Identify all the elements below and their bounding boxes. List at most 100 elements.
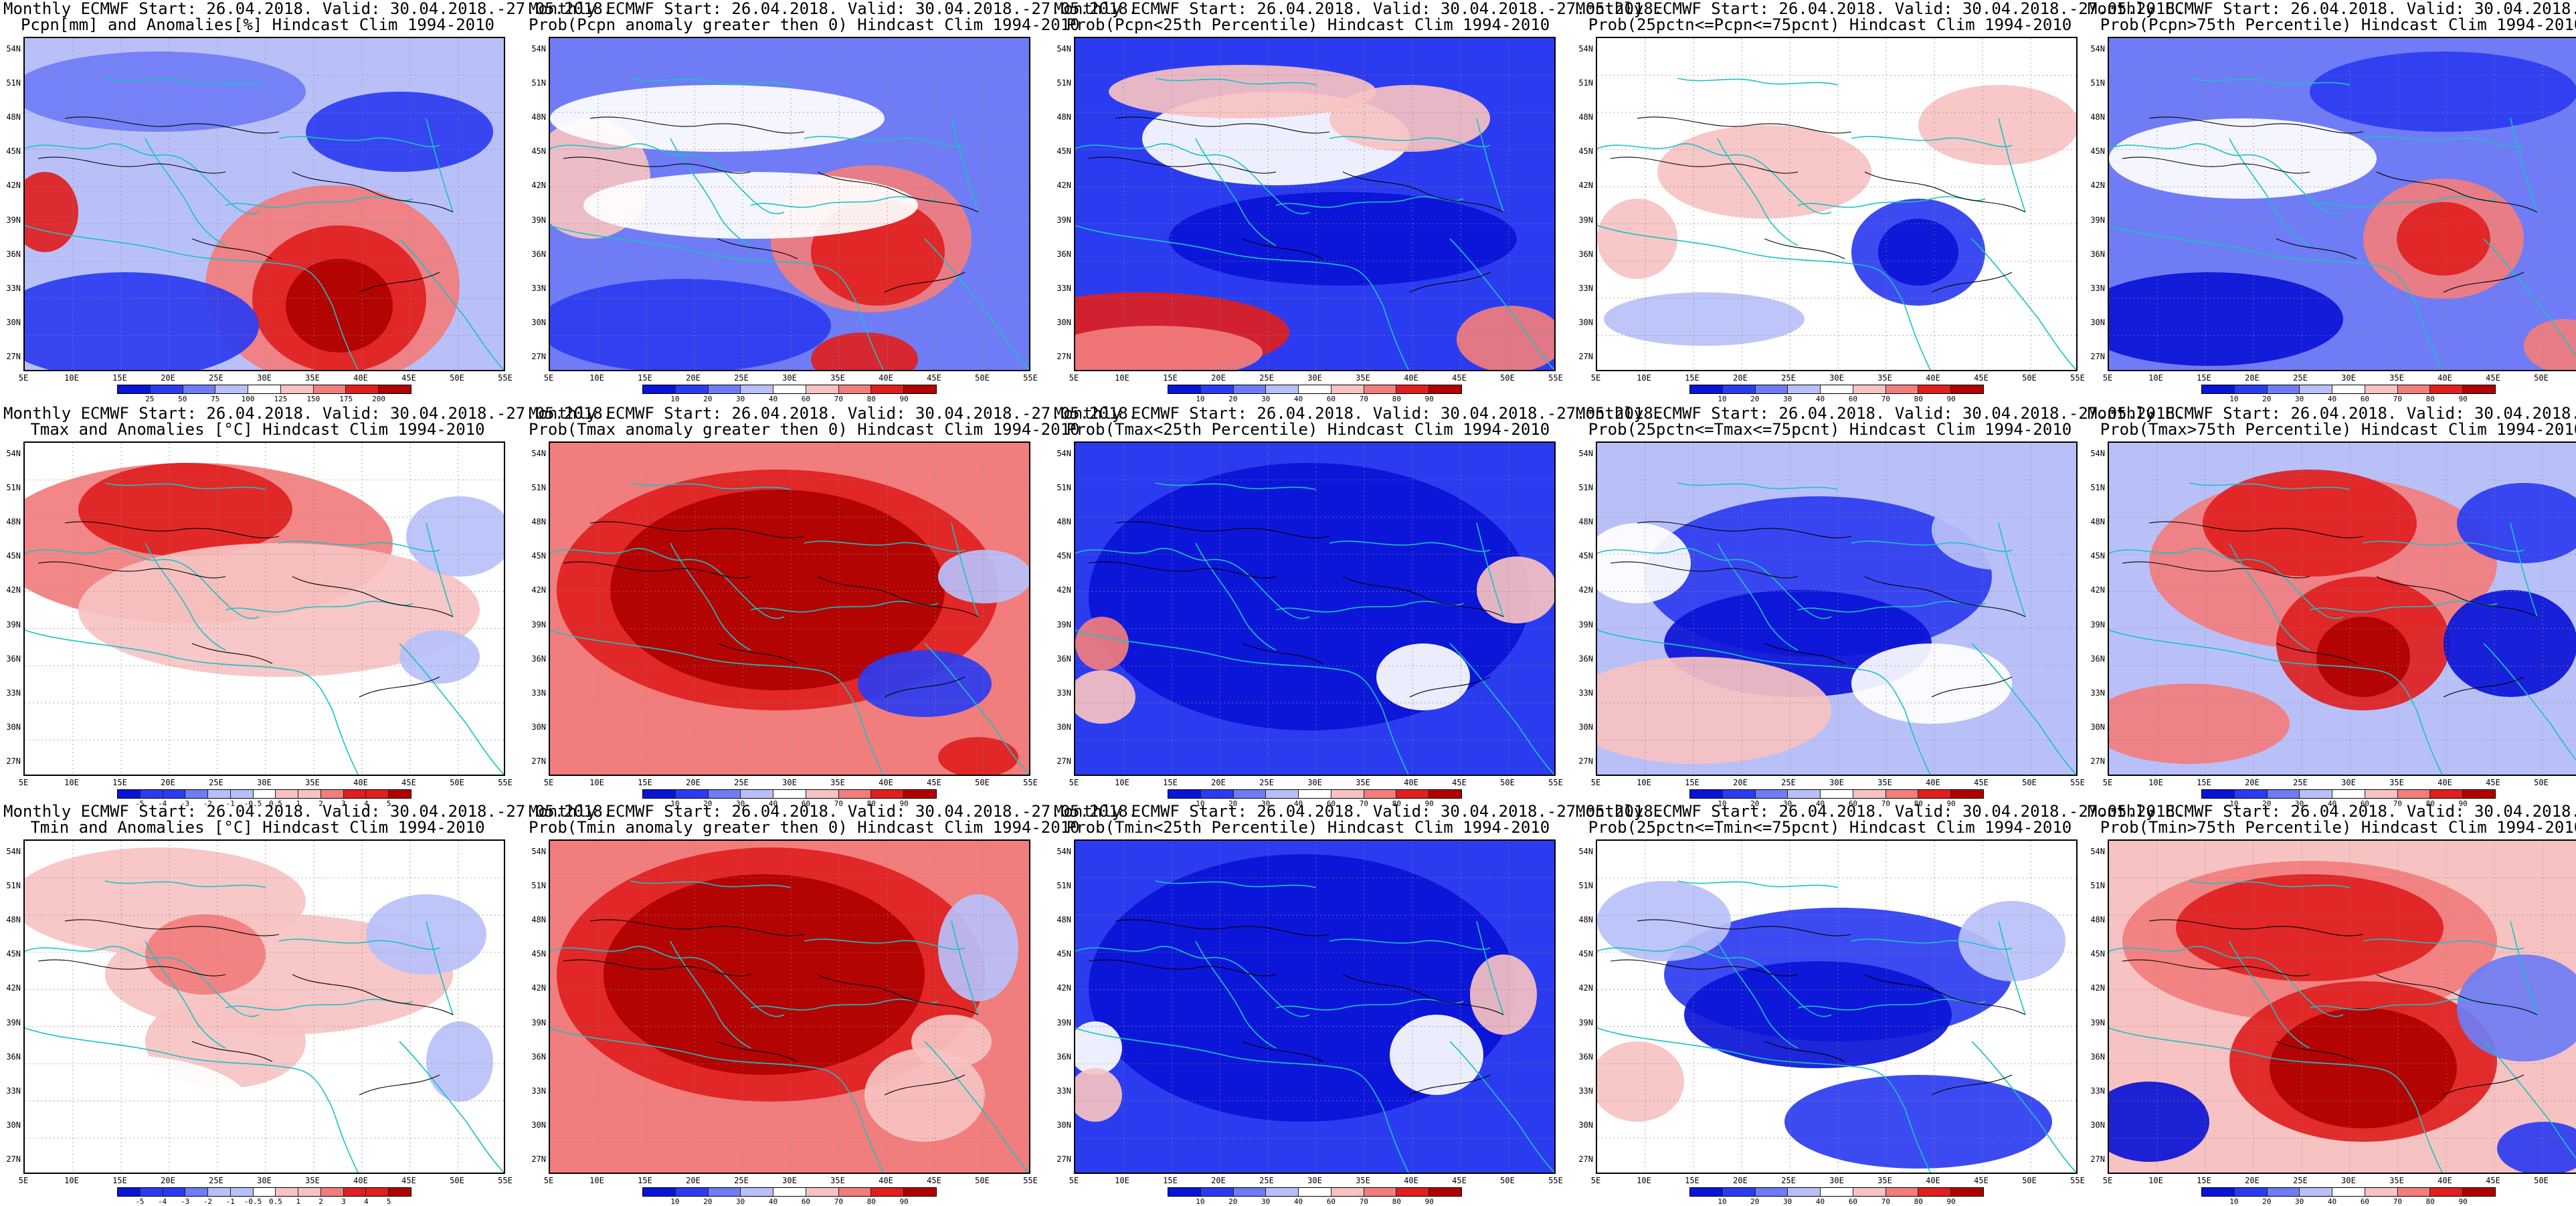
coastline-border: [1195, 542, 1277, 651]
longitude-label: 30E: [1307, 1176, 1322, 1185]
contour-line: [37, 959, 226, 977]
coastline-border: [1851, 938, 2013, 950]
coastline-border: [145, 138, 226, 246]
colorbar-tick-label: 60: [801, 1197, 811, 1206]
colorbar-swatch: [320, 1188, 344, 1196]
contour-line: [37, 157, 226, 174]
latitude-label: 42N: [2090, 983, 2105, 993]
contour-line: [1764, 643, 1845, 664]
colorbar-tick-label: 40: [1815, 799, 1825, 808]
coastline-border: [25, 946, 260, 1017]
longitude-label: 55E: [1023, 1176, 1038, 1185]
colorbar-tick-label: 30: [1783, 799, 1792, 808]
colorbar-tick-label: 30: [2295, 1197, 2304, 1206]
longitude-label: 25E: [734, 373, 749, 383]
longitude-label: 35E: [2389, 1176, 2404, 1185]
colorbar-tick-label: 70: [1881, 799, 1890, 808]
colorbar-tick-label: 40: [1815, 395, 1825, 403]
latitude-label: 30N: [531, 317, 546, 327]
coastline-border: [332, 1108, 359, 1173]
colorbar-tick-label: 200: [372, 395, 386, 403]
colorbar-tick-label: 20: [1228, 799, 1238, 808]
coastline-border: [2109, 548, 2344, 619]
longitude-label: 40E: [1926, 1176, 1940, 1185]
colorbar-swatch: [1951, 790, 1984, 798]
colorbar-swatch: [2430, 790, 2464, 798]
colorbar-tick-label: 5: [386, 799, 391, 808]
contour-line: [2376, 171, 2538, 213]
coastline-border: [924, 1041, 1029, 1173]
longitude-label: 10E: [1115, 778, 1129, 787]
forecast-panel: Monthly ECMWF Start: 26.04.2018. Valid: …: [3, 803, 612, 1206]
coastline-border: [1597, 946, 1832, 1017]
panel-title: Prob(25pctn<=Tmin<=75pcnt) Hindcast Clim…: [1588, 818, 2072, 837]
latitude-label: 54N: [1578, 449, 1593, 458]
colorbar-swatch: [2397, 385, 2431, 393]
contour-line: [2276, 238, 2357, 260]
colorbar-swatch: [1200, 1188, 1234, 1196]
field-shading-area: [25, 272, 259, 370]
colorbar-tick-label: -4: [158, 799, 167, 808]
colorbar-tick-label: 10: [2229, 799, 2239, 808]
latitude-label: 45N: [1578, 146, 1593, 157]
longitude-label: 40E: [1404, 778, 1418, 787]
latitude-label: 36N: [531, 654, 546, 664]
contour-line: [1115, 521, 1330, 538]
colorbar-swatch: [1396, 790, 1430, 798]
colorbar-swatch: [1429, 790, 1462, 798]
panel-header-line: Monthly ECMWF Start: 26.04.2018. Valid: …: [1576, 0, 2185, 18]
colorbar-swatch: [1299, 385, 1331, 393]
latitude-label: 30N: [6, 1120, 21, 1130]
coastline-border: [278, 540, 440, 552]
contour-line: [2148, 919, 2364, 936]
contour-line: [37, 561, 226, 579]
colorbar-swatch: [2397, 1188, 2431, 1196]
forecast-panel: Monthly ECMWF Start: 26.04.2018. Valid: …: [2088, 405, 2576, 808]
coastline-border: [804, 136, 965, 148]
longitude-label: 5E: [2102, 778, 2113, 787]
field-shading-area: [2444, 590, 2576, 697]
latitude-label: 36N: [2090, 249, 2105, 259]
latitude-label: 51N: [2090, 483, 2105, 493]
latitude-label: 36N: [1578, 654, 1593, 664]
contour-line: [64, 919, 280, 936]
coastline-border: [278, 136, 440, 148]
field-shading-area: [25, 172, 78, 252]
longitude-label: 35E: [2389, 778, 2404, 787]
latitude-label: 45N: [531, 146, 546, 157]
colorbar-tick-label: 150: [306, 395, 320, 403]
contour-line: [1342, 576, 1504, 617]
latitude-label: 36N: [2090, 1051, 2105, 1062]
longitude-label: 35E: [305, 1176, 320, 1185]
field-shading-area: [1684, 961, 1952, 1068]
longitude-label: 50E: [2022, 373, 2037, 383]
field-shading-area: [1390, 1015, 1483, 1095]
colorbar-swatch: [2332, 790, 2365, 798]
latitude-label: 48N: [1056, 112, 1071, 122]
map-field: [550, 841, 1029, 1173]
contour-line: [1088, 959, 1277, 977]
longitude-label: 40E: [2437, 778, 2452, 787]
contour-line: [817, 171, 979, 213]
contour-line: [2122, 561, 2310, 579]
panel-title: Prob(Tmin>75th Percentile) Hindcast Clim…: [2100, 818, 2576, 837]
contour-line: [1409, 1074, 1491, 1096]
latitude-label: 42N: [1578, 181, 1593, 191]
colorbar-tick-label: 90: [899, 799, 909, 808]
coastline-border: [399, 643, 504, 775]
longitude-label: 30E: [257, 373, 272, 383]
longitude-label: 30E: [257, 778, 272, 787]
contour-line: [2376, 576, 2538, 617]
longitude-label: 20E: [2245, 1176, 2260, 1185]
contour-line: [191, 238, 273, 260]
colorbar-tick-label: 30: [1261, 799, 1271, 808]
contour-line: [292, 974, 454, 1015]
colorbar-swatch: [1690, 790, 1723, 798]
colorbar-tick-label: 60: [1326, 1197, 1336, 1206]
contour-line: [1088, 157, 1277, 174]
colorbar-swatch: [2267, 790, 2300, 798]
longitude-label: 10E: [589, 1176, 604, 1185]
contour-line: [1242, 643, 1323, 664]
map-frame: [23, 441, 505, 776]
field-shading-area: [78, 543, 480, 677]
